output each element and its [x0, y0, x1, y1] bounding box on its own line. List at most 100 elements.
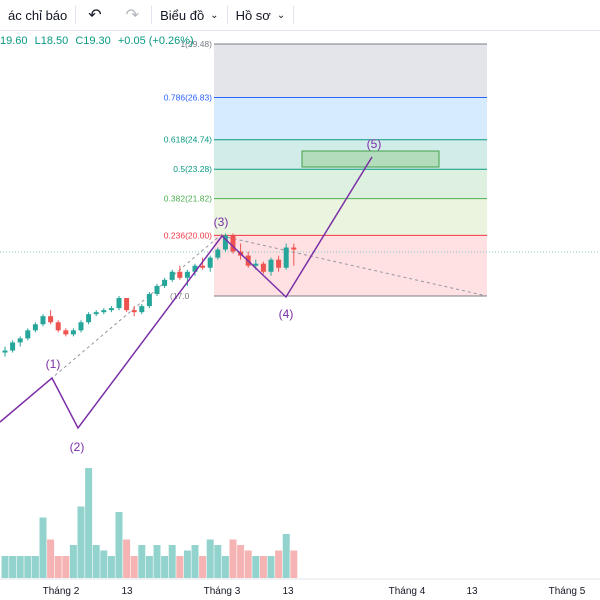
volume-bar	[16, 556, 24, 578]
candle	[215, 249, 221, 258]
volume-bar	[252, 556, 260, 578]
chart-menu-button[interactable]: Biểu đồ ⌄	[152, 0, 226, 30]
volume-bar	[69, 545, 77, 578]
volume-bar	[130, 556, 138, 578]
chart-menu-label: Biểu đồ	[160, 7, 205, 23]
toolbar-divider	[151, 6, 153, 24]
candle	[78, 322, 84, 331]
volume-bar	[206, 539, 214, 578]
volume-bar	[191, 545, 199, 578]
ohlc-change: +0.05 (+0.26%)	[117, 35, 194, 47]
volume-bar	[282, 534, 290, 578]
candle	[10, 342, 16, 351]
volume-bar	[176, 556, 184, 578]
candle	[192, 265, 198, 272]
fib-level-label: 0.786(26.83)	[164, 93, 212, 103]
volume-bar	[145, 556, 153, 578]
candle	[55, 322, 61, 331]
fib-zone	[214, 235, 487, 296]
candle	[177, 271, 183, 278]
candle	[70, 330, 76, 335]
candle	[48, 316, 54, 323]
candle	[101, 310, 107, 313]
candle	[268, 259, 274, 272]
candle	[169, 271, 175, 280]
indicators-button[interactable]: ác chỉ báo	[0, 0, 75, 30]
chevron-down-icon: ⌄	[276, 9, 286, 21]
candle	[276, 259, 282, 268]
volume-bar	[267, 556, 275, 578]
candle	[86, 314, 92, 323]
profile-menu-label: Hồ sơ	[235, 7, 271, 23]
candle	[154, 285, 160, 294]
wave-label: (3)	[214, 215, 229, 229]
candle	[207, 257, 213, 268]
candle	[291, 247, 297, 250]
profile-menu-button[interactable]: Hồ sơ ⌄	[228, 0, 294, 30]
candle	[200, 265, 206, 268]
volume-bar	[153, 545, 161, 578]
fib-zone	[214, 44, 487, 98]
fib-level-label: (17.0	[170, 291, 190, 301]
indicators-label: ác chỉ báo	[8, 7, 68, 23]
undo-button[interactable]: ↶	[76, 0, 113, 30]
candle	[108, 308, 114, 311]
redo-icon: ↷	[125, 7, 140, 24]
toolbar-divider	[226, 6, 228, 24]
fib-zone	[214, 169, 487, 199]
volume-bar	[214, 545, 222, 578]
candle	[17, 338, 23, 343]
top-toolbar: ác chỉ báo ↶ ↷ Biểu đồ ⌄ Hồ sơ ⌄	[0, 0, 600, 31]
candle	[40, 316, 46, 325]
volume-bar	[123, 539, 131, 578]
candle	[146, 293, 152, 307]
volume-bar	[275, 550, 283, 578]
candle	[63, 330, 69, 335]
candle	[25, 330, 31, 339]
ohlc-close: C19.30	[75, 35, 111, 47]
volume-bar	[9, 556, 17, 578]
candle	[116, 298, 122, 309]
x-axis-label: 13	[121, 586, 133, 597]
volume-bar	[24, 556, 32, 578]
volume-bar	[138, 545, 146, 578]
fib-level-label: 0.5(23.28)	[173, 164, 212, 174]
elliott-wave-line	[0, 156, 373, 430]
volume-bar	[107, 556, 115, 578]
candle	[93, 312, 99, 315]
price-chart[interactable]: 1(29.48) 0.786(26.83) 0.618(24.74) 0.5(23.2…	[0, 30, 600, 600]
candle	[124, 298, 130, 311]
volume-bar	[100, 550, 108, 578]
volume-bar	[47, 539, 55, 578]
volume-bar	[237, 545, 245, 578]
fib-level-label: 0.236(20.00)	[164, 230, 212, 240]
volume-bar	[229, 539, 237, 578]
volume-bar	[183, 550, 191, 578]
x-axis-label: 13	[282, 586, 294, 597]
ohlc-low: L18.50	[34, 35, 69, 47]
fib-level-label: 0.618(24.74)	[164, 135, 212, 145]
volume-bar	[77, 506, 85, 578]
volume-bar	[221, 556, 229, 578]
candle	[131, 310, 137, 313]
volume-bar	[1, 556, 9, 578]
ohlc-legend: 19.60 L18.50 C19.30 +0.05 (+0.26%)	[0, 35, 198, 47]
fib-zone	[214, 198, 487, 236]
volume-bar	[85, 468, 93, 578]
volume-bar	[92, 545, 100, 578]
volume-bar	[259, 556, 267, 578]
toolbar-divider	[293, 6, 295, 24]
candle	[253, 263, 259, 266]
fib-zone	[214, 97, 487, 140]
candle	[222, 235, 228, 250]
volume-bar	[39, 517, 47, 578]
wave-label: (2)	[70, 440, 85, 454]
redo-button[interactable]: ↷	[114, 0, 151, 30]
chevron-down-icon: ⌄	[210, 9, 219, 21]
volume-bar	[31, 556, 39, 578]
wave-label: (1)	[46, 357, 61, 371]
fib-level-label: 0.382(21.82)	[164, 194, 212, 204]
candle	[230, 235, 236, 252]
toolbar-divider	[75, 6, 77, 24]
volume-bar	[62, 556, 70, 578]
